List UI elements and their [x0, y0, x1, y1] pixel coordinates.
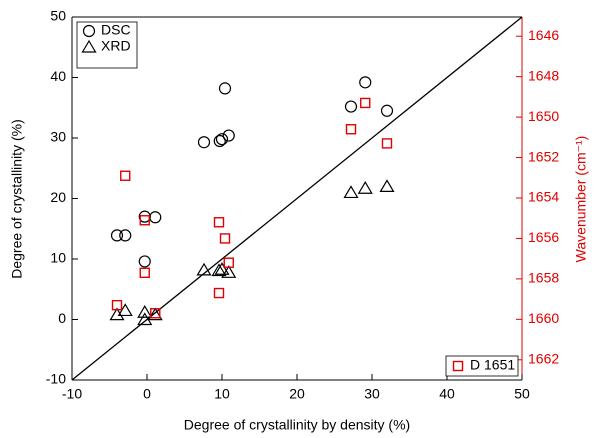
marker: [197, 136, 211, 149]
legend-label: DSC: [101, 22, 131, 38]
marker: [213, 134, 226, 148]
y-tick-label: 50: [50, 8, 66, 24]
x-tick-label: 50: [514, 386, 530, 402]
marker: [109, 307, 125, 321]
x-tick-label: 10: [214, 386, 230, 402]
marker: [357, 181, 373, 194]
marker: [223, 257, 234, 268]
marker: [137, 312, 153, 326]
x-tick-label: 20: [289, 386, 305, 402]
marker: [196, 262, 212, 276]
marker: [211, 263, 227, 277]
y-tick-label: 10: [50, 250, 66, 266]
marker: [381, 138, 393, 149]
marker: [150, 308, 161, 319]
marker: [222, 129, 235, 142]
marker: [138, 255, 151, 268]
x-tick-label: 0: [143, 386, 151, 402]
y-axis-title: Degree of crystallinity (%): [9, 119, 25, 279]
marker: [380, 104, 394, 117]
x-axis-title: Degree of crystallinity by density (%): [184, 417, 410, 433]
marker: [344, 100, 358, 113]
marker: [379, 179, 395, 192]
y-tick-label: 20: [50, 189, 66, 205]
x-tick-label: 30: [364, 386, 380, 402]
marker: [345, 124, 357, 135]
marker: [221, 265, 237, 278]
x-tick-label: 40: [439, 386, 455, 402]
y2-tick-label: 1654: [528, 189, 559, 205]
y2-tick-label: 1658: [528, 270, 559, 286]
marker: [214, 262, 230, 275]
marker: [139, 267, 150, 279]
marker: [215, 133, 229, 146]
y-tick-label: 40: [50, 68, 66, 84]
marker: [111, 299, 123, 311]
x-tick-label: -10: [62, 386, 82, 402]
marker: [81, 39, 97, 53]
reference-line: [71, 16, 523, 381]
marker: [82, 24, 96, 38]
y2-axis-title: Wavenumber (cm⁻¹): [573, 136, 589, 263]
marker: [147, 307, 163, 321]
marker: [219, 233, 231, 244]
marker: [213, 217, 225, 228]
marker: [120, 170, 131, 181]
y2-tick-label: 1652: [528, 148, 559, 164]
marker: [343, 185, 359, 199]
legend-box: [445, 355, 519, 377]
y-tick-label: 30: [50, 129, 66, 145]
marker: [110, 229, 124, 242]
y2-tick-label: 1660: [528, 310, 559, 326]
marker: [359, 76, 372, 89]
marker: [218, 82, 232, 95]
marker: [452, 360, 464, 372]
marker: [139, 215, 150, 226]
marker: [137, 305, 153, 318]
y2-tick-label: 1656: [528, 229, 559, 245]
legend-label: XRD: [101, 38, 131, 54]
marker: [213, 287, 225, 299]
marker: [360, 97, 371, 109]
y2-tick-label: 1662: [528, 350, 559, 366]
y-tick-label: -10: [46, 371, 66, 387]
y2-tick-label: 1648: [528, 67, 559, 83]
marker: [149, 211, 162, 224]
legend-label: D 1651: [470, 357, 515, 373]
marker: [119, 229, 132, 242]
y2-tick-label: 1646: [528, 27, 559, 43]
y-tick-label: 0: [58, 310, 66, 326]
y2-tick-label: 1650: [528, 108, 559, 124]
